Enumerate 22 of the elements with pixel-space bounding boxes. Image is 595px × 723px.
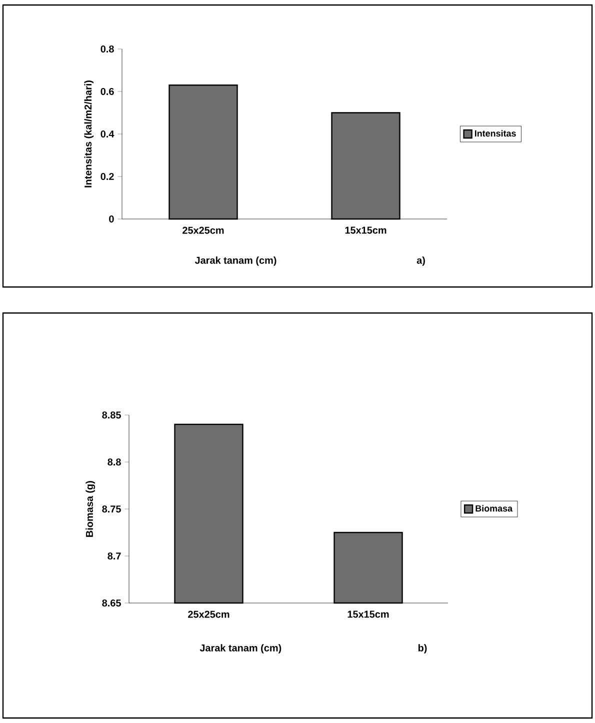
y-tick-label: 0 [109,215,114,223]
x-tick-label: 25x25cm [182,226,224,234]
x-axis-title: Jarak tanam (cm) [194,256,276,266]
x-tick-label: 15x15cm [348,610,389,618]
y-tick-label: 8.85 [102,411,121,419]
x-tick-label: 25x25cm [188,610,230,618]
x-axis-title: Jarak tanam (cm) [200,644,282,654]
y-axis-title: Biomasa (g) [86,480,95,537]
legend-label: Biomasa [476,505,513,512]
y-tick-label: 0.2 [100,172,114,180]
x-tick-label: 15x15cm [345,226,386,234]
legend-label: Intensitas [474,130,516,137]
y-tick-label: 8.7 [108,552,121,560]
y-tick-label: 0.6 [100,88,114,96]
y-tick-label: 8.75 [102,505,121,513]
y-tick-label: 0.4 [100,130,114,138]
y-tick-label: 8.65 [102,599,121,607]
text: b) [418,644,427,654]
y-tick-label: 8.8 [108,458,121,466]
y-tick-label: 0.8 [100,45,114,53]
text: a) [416,256,425,266]
y-axis-title: Intensitas (kal/m2/hari) [84,80,94,188]
